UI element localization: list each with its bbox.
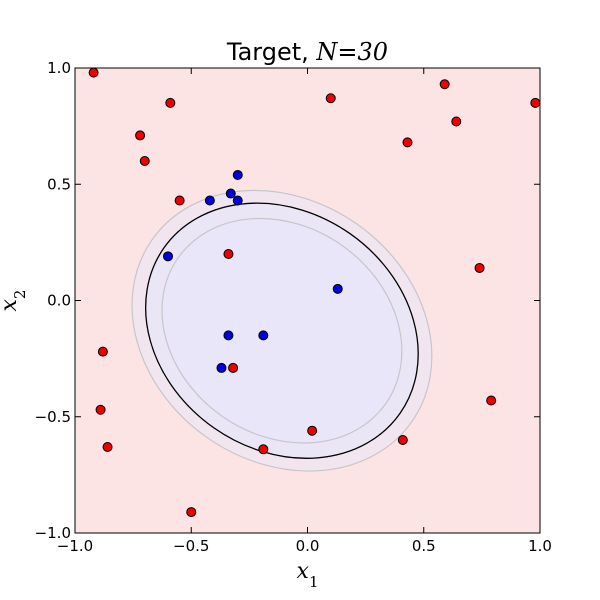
x-axis-label-base: x bbox=[297, 559, 310, 584]
point-series-2-20 bbox=[258, 444, 269, 455]
title-prefix: Target, bbox=[226, 38, 317, 66]
region-fill-3 bbox=[162, 218, 402, 443]
y-tick-label-5: 1.0 bbox=[47, 59, 71, 77]
plot-content bbox=[88, 68, 540, 518]
contour-line-1 bbox=[161, 217, 403, 444]
y-axis-label-sub: 2 bbox=[11, 290, 29, 300]
title-equals: = bbox=[337, 38, 357, 66]
point-series-2-8 bbox=[139, 156, 150, 166]
y-axis-label: x2 bbox=[0, 290, 29, 312]
point-series-1-1 bbox=[232, 169, 243, 180]
y-tick-label-2: −0.5 bbox=[35, 408, 71, 426]
contour-line-3 bbox=[131, 189, 433, 472]
point-series-2-18 bbox=[397, 435, 408, 445]
x-tick-label-4: 0.5 bbox=[412, 537, 436, 555]
x-axis-label: x1 bbox=[297, 559, 319, 591]
point-series-1-9 bbox=[216, 362, 227, 373]
point-series-1-6 bbox=[332, 283, 343, 294]
point-series-1-7 bbox=[223, 330, 234, 341]
point-series-2-21 bbox=[186, 507, 197, 518]
y-axis-label-base: x bbox=[0, 298, 22, 311]
contour-lines bbox=[131, 189, 433, 472]
point-series-1-5 bbox=[163, 251, 173, 262]
y-axis-ticks: −1.0 −0.5 0.0 0.5 1.0 bbox=[35, 59, 540, 542]
point-series-2-15 bbox=[95, 404, 106, 415]
point-series-2-10 bbox=[174, 195, 185, 206]
point-series-2-17 bbox=[307, 425, 318, 436]
decision-boundary bbox=[145, 202, 419, 459]
point-series-1-2 bbox=[225, 188, 236, 199]
x-axis-ticks: −1.0 −0.5 0.0 0.5 1.0 bbox=[57, 68, 552, 555]
decision-region bbox=[132, 190, 432, 472]
point-series-2-2 bbox=[165, 97, 176, 108]
title-value: 30 bbox=[358, 38, 389, 66]
point-series-2-9 bbox=[402, 137, 413, 148]
point-series-1-8 bbox=[258, 330, 269, 341]
x-tick-label-3: 0.0 bbox=[296, 537, 320, 555]
point-series-2-11 bbox=[223, 249, 234, 259]
chart-title: Target, N=30 bbox=[226, 38, 388, 66]
x-axis-label-sub: 1 bbox=[309, 573, 319, 591]
title-variable: N bbox=[315, 38, 338, 66]
point-series-2-19 bbox=[102, 441, 113, 452]
point-series-2-4 bbox=[439, 79, 450, 90]
x-tick-label-5: 1.0 bbox=[528, 537, 552, 555]
point-series-2-1 bbox=[88, 68, 99, 78]
y-tick-label-1: −1.0 bbox=[35, 524, 71, 542]
y-tick-label-4: 0.5 bbox=[47, 175, 71, 193]
point-series-1-4 bbox=[232, 195, 243, 206]
point-series-2-14 bbox=[228, 362, 239, 373]
data-points bbox=[88, 68, 540, 518]
point-series-2-7 bbox=[451, 116, 462, 127]
point-series-2-5 bbox=[530, 97, 540, 108]
point-series-2-12 bbox=[474, 262, 485, 273]
point-series-2-13 bbox=[97, 346, 108, 357]
point-series-2-16 bbox=[486, 395, 497, 406]
x-tick-label-1: −1.0 bbox=[57, 537, 93, 555]
point-series-1-3 bbox=[204, 195, 215, 206]
x-tick-label-2: −0.5 bbox=[173, 537, 209, 555]
y-tick-label-3: 0.0 bbox=[47, 292, 71, 310]
point-series-2-3 bbox=[325, 93, 336, 104]
point-series-2-6 bbox=[135, 130, 146, 141]
